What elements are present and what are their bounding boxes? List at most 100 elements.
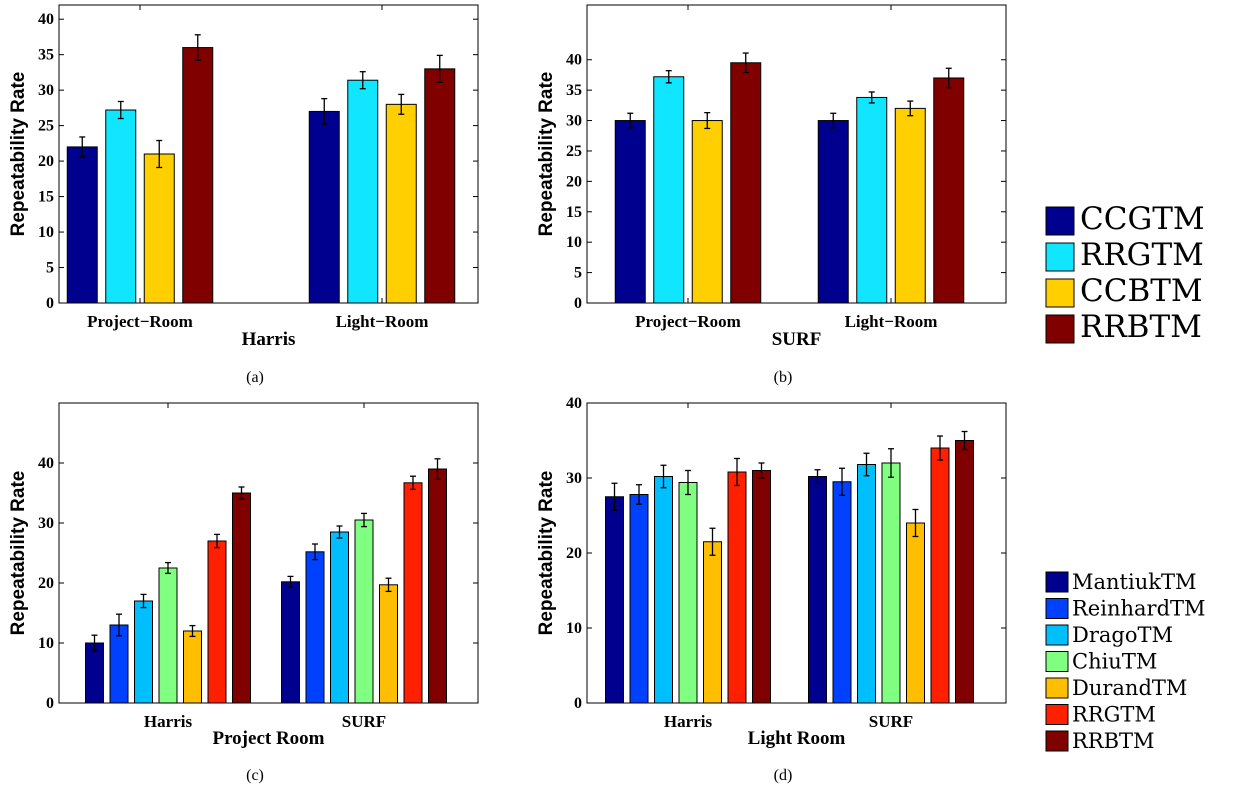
legend-swatch: [1045, 704, 1069, 725]
chart-panel-b: 0 5 10 15 20 25 30 35 40 Project−Room Light−Room SU…: [536, 4, 1007, 386]
bar-RRBTM-0: [752, 470, 771, 704]
chart-panel-a: 0 5 10 15 20 25 30 35 40 Project−Room Light−Room Ha…: [8, 4, 479, 386]
x-category-label: Project−Room: [635, 312, 741, 331]
y-tick-label: 40: [38, 11, 54, 28]
bar-CCGTM-0: [66, 146, 98, 304]
legend-entry: DragoTM: [1072, 623, 1173, 647]
x-axis-title: Light Room: [748, 728, 846, 749]
bar-RRBTM-0: [730, 62, 762, 304]
bar-CCGTM-0: [614, 120, 646, 304]
y-tick-label: 15: [38, 189, 54, 206]
legend-swatch: [1045, 651, 1069, 672]
bar-DurandTM-0: [183, 630, 202, 704]
y-tick-label: 20: [38, 575, 54, 592]
bar-DurandTM-1: [379, 584, 398, 704]
legend-swatch: [1045, 677, 1069, 699]
x-category-label: Harris: [664, 712, 713, 731]
bar-DurandTM-0: [703, 541, 722, 704]
legend-swatch: [1045, 242, 1075, 272]
bar-RRGTM-1: [856, 96, 888, 304]
y-tick-label: 30: [566, 113, 582, 130]
x-category-label: SURF: [342, 712, 386, 731]
bar-MantiukTM-0: [85, 642, 104, 704]
y-tick-label: 40: [566, 395, 582, 412]
panel-caption: (d): [774, 767, 793, 784]
legend-entry: MantiukTM: [1072, 570, 1196, 594]
bar-RRBTM-0: [232, 492, 251, 704]
bar-RRBTM-1: [955, 440, 974, 704]
y-axis-title: Repeatability Rate: [8, 471, 29, 636]
bar-ReinhardTM-1: [832, 481, 852, 704]
bar-RRGTM-0: [653, 76, 685, 304]
bar-DragoTM-1: [857, 464, 876, 704]
bar-RRGTM-1: [403, 482, 423, 704]
legend-entry: ReinhardTM: [1072, 597, 1206, 621]
bar-CCBTM-1: [385, 103, 417, 304]
x-category-label: Project−Room: [87, 312, 193, 331]
legend-swatch: [1045, 598, 1069, 619]
legend-swatch: [1045, 206, 1075, 236]
y-tick-label: 35: [38, 47, 54, 64]
legend-entry: RRBTM: [1080, 309, 1202, 345]
y-tick-label: 0: [46, 295, 54, 312]
x-category-label: Harris: [144, 712, 193, 731]
y-tick-label: 35: [566, 82, 582, 99]
bar-DragoTM-0: [134, 600, 153, 704]
y-tick-label: 10: [38, 224, 54, 241]
bar-DurandTM-1: [906, 522, 925, 704]
bar-RRGTM-1: [930, 447, 950, 704]
bar-RRGTM-0: [207, 540, 227, 704]
bar-DragoTM-0: [654, 476, 673, 704]
y-tick-label: 15: [566, 204, 582, 221]
y-tick-label: 10: [38, 635, 54, 652]
bar-CCGTM-1: [308, 110, 340, 304]
legend-entry: ChiuTM: [1072, 650, 1157, 674]
bar-ChiuTM-1: [354, 519, 374, 704]
bar-MantiukTM-1: [281, 581, 300, 704]
y-tick-label: 0: [574, 295, 582, 312]
bar-ReinhardTM-0: [109, 624, 129, 704]
y-axis-title: Repeatability Rate: [536, 72, 557, 237]
legend-swatch: [1045, 730, 1069, 752]
panel-caption: (b): [774, 369, 793, 386]
x-category-label: Light−Room: [845, 312, 938, 331]
bar-CCBTM-0: [691, 120, 723, 304]
legend-entry: CCGTM: [1080, 201, 1205, 237]
y-tick-label: 10: [566, 234, 582, 251]
y-tick-label: 25: [566, 143, 582, 160]
chart-panel-d: 0 10 20 30 40 Harris SURF Light Room Repeatabili…: [536, 395, 1007, 784]
y-tick-label: 30: [38, 82, 54, 99]
legend-entry: RRGTM: [1080, 237, 1204, 273]
legend-entry: RRGTM: [1072, 703, 1156, 727]
bar-RRGTM-1: [347, 79, 379, 304]
bar-ChiuTM-0: [158, 567, 178, 704]
y-tick-label: 25: [38, 118, 54, 135]
y-tick-label: 10: [566, 620, 582, 637]
x-category-label: Light−Room: [336, 312, 429, 331]
bar-CCBTM-1: [894, 107, 926, 304]
y-axis-title: Repeatability Rate: [536, 471, 557, 636]
bar-RRGTM-0: [105, 109, 137, 304]
y-tick-label: 40: [38, 455, 54, 472]
panel-caption: (a): [246, 369, 264, 386]
x-axis-title: Project Room: [212, 728, 324, 749]
bar-MantiukTM-1: [808, 476, 827, 704]
y-tick-label: 0: [46, 695, 54, 712]
y-tick-label: 5: [574, 265, 582, 282]
y-tick-label: 40: [566, 52, 582, 69]
y-tick-label: 20: [566, 173, 582, 190]
bar-ChiuTM-1: [881, 462, 901, 704]
y-tick-label: 30: [38, 515, 54, 532]
bar-MantiukTM-0: [605, 496, 624, 704]
y-tick-label: 20: [566, 545, 582, 562]
y-axis-title: Repeatability Rate: [8, 72, 29, 237]
legend-swatch: [1045, 278, 1075, 308]
x-category-label: SURF: [869, 712, 913, 731]
y-tick-label: 5: [46, 260, 54, 277]
legend-entry: DurandTM: [1072, 676, 1187, 700]
bar-ChiuTM-0: [678, 482, 698, 704]
bar-CCBTM-0: [143, 153, 175, 304]
